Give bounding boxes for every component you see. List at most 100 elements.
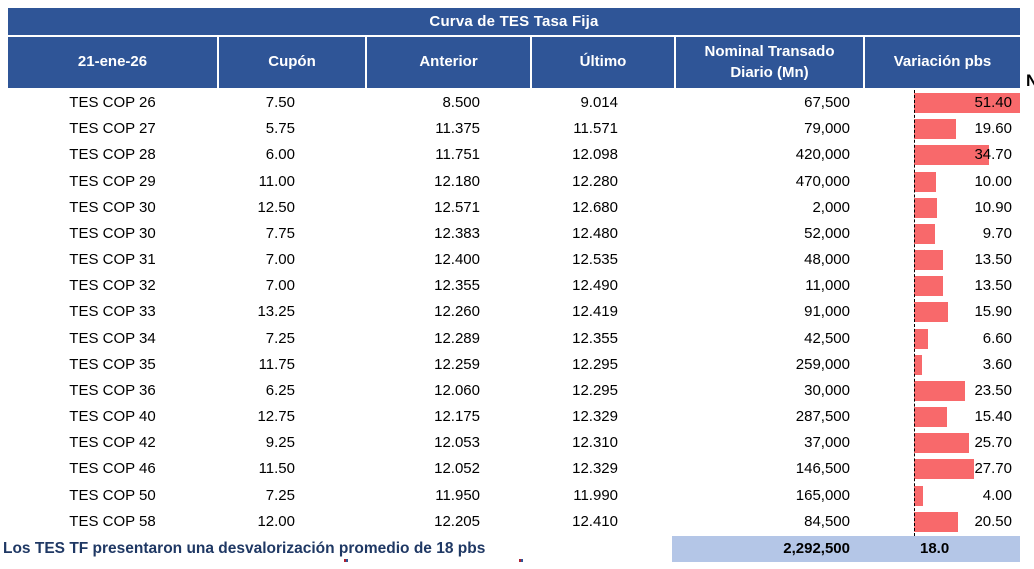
cell-bond-name[interactable]: TES COP 32 xyxy=(69,277,156,295)
cell-bond-name[interactable]: TES COP 26 xyxy=(69,94,156,111)
cell-variacion[interactable]: 9.70 xyxy=(863,221,1020,247)
cell-bond-name[interactable]: TES COP 28 xyxy=(69,146,156,164)
column-header-ultimo[interactable]: Último xyxy=(532,37,674,88)
totals-row[interactable]: 2,292,500 18.0 xyxy=(672,536,1020,562)
cell-anterior[interactable]: 11.950 xyxy=(435,486,480,504)
cell-nominal[interactable]: 91,000 xyxy=(804,303,850,321)
cell-anterior[interactable]: 12.571 xyxy=(434,198,480,216)
cell-anterior[interactable]: 8.500 xyxy=(442,94,480,111)
cell-cupon[interactable]: 7.00 xyxy=(265,277,295,295)
cell-cupon[interactable]: 12.75 xyxy=(257,408,295,426)
cell-anterior[interactable]: 12.060 xyxy=(434,381,480,399)
cell-nominal[interactable]: 165,000 xyxy=(795,486,850,504)
cell-bond-name[interactable]: TES COP 50 xyxy=(69,486,156,504)
cell-anterior[interactable]: 12.180 xyxy=(434,172,480,190)
cell-nominal[interactable]: 146,500 xyxy=(795,460,850,478)
cell-nominal[interactable]: 48,000 xyxy=(804,251,850,269)
cell-variacion[interactable]: 51.40 xyxy=(863,90,1020,116)
cell-nominal[interactable]: 42,500 xyxy=(804,329,850,347)
cell-nominal[interactable]: 420,000 xyxy=(795,146,850,164)
cell-anterior[interactable]: 11.375 xyxy=(435,120,480,138)
cell-bond-name[interactable]: TES COP 33 xyxy=(69,303,156,321)
cell-anterior[interactable]: 12.355 xyxy=(434,277,480,295)
cell-cupon[interactable]: 6.00 xyxy=(265,146,295,164)
cell-cupon[interactable]: 11.50 xyxy=(258,460,295,478)
cell-ultimo[interactable]: 12.355 xyxy=(572,329,618,347)
cell-ultimo[interactable]: 12.280 xyxy=(572,172,618,190)
cell-nominal[interactable]: 470,000 xyxy=(795,172,850,190)
cell-variacion[interactable]: 25.70 xyxy=(863,430,1020,456)
cell-variacion[interactable]: 10.00 xyxy=(863,169,1020,195)
cell-ultimo[interactable]: 12.295 xyxy=(572,355,618,373)
cell-anterior[interactable]: 12.175 xyxy=(434,408,480,426)
cell-ultimo[interactable]: 12.329 xyxy=(572,460,618,478)
cell-nominal[interactable]: 52,000 xyxy=(804,224,850,242)
cell-ultimo[interactable]: 9.014 xyxy=(580,94,618,111)
cell-ultimo[interactable]: 12.535 xyxy=(572,251,618,269)
cell-nominal[interactable]: 259,000 xyxy=(795,355,850,373)
cell-nominal[interactable]: 30,000 xyxy=(804,381,850,399)
cell-anterior[interactable]: 11.751 xyxy=(435,146,480,164)
cell-anterior[interactable]: 12.259 xyxy=(434,355,480,373)
cell-bond-name[interactable]: TES COP 58 xyxy=(69,512,156,530)
cell-bond-name[interactable]: TES COP 29 xyxy=(69,172,156,190)
cell-bond-name[interactable]: TES COP 42 xyxy=(69,434,156,452)
cell-cupon[interactable]: 7.25 xyxy=(265,486,295,504)
cell-variacion[interactable]: 13.50 xyxy=(863,247,1020,273)
cell-ultimo[interactable]: 12.295 xyxy=(572,381,618,399)
cell-nominal[interactable]: 79,000 xyxy=(804,120,850,138)
cell-variacion[interactable]: 15.90 xyxy=(863,299,1020,325)
cell-cupon[interactable]: 13.25 xyxy=(257,303,295,321)
cell-cupon[interactable]: 9.25 xyxy=(265,434,295,452)
cell-nominal[interactable]: 2,000 xyxy=(812,198,850,216)
cell-ultimo[interactable]: 12.098 xyxy=(572,146,618,164)
cell-anterior[interactable]: 12.383 xyxy=(434,224,480,242)
cell-nominal[interactable]: 287,500 xyxy=(795,408,850,426)
cell-cupon[interactable]: 7.75 xyxy=(265,224,295,242)
cell-variacion[interactable]: 19.60 xyxy=(863,116,1020,142)
cell-variacion[interactable]: 3.60 xyxy=(863,352,1020,378)
cell-bond-name[interactable]: TES COP 31 xyxy=(69,251,156,269)
cell-cupon[interactable]: 11.75 xyxy=(258,355,295,373)
cell-variacion[interactable]: 20.50 xyxy=(863,509,1020,535)
cell-variacion[interactable]: 6.60 xyxy=(863,326,1020,352)
cell-cupon[interactable]: 11.00 xyxy=(258,172,295,190)
cell-bond-name[interactable]: TES COP 35 xyxy=(69,355,156,373)
cell-bond-name[interactable]: TES COP 34 xyxy=(69,329,156,347)
cell-anterior[interactable]: 12.053 xyxy=(434,434,480,452)
cell-variacion[interactable]: 13.50 xyxy=(863,273,1020,299)
cell-bond-name[interactable]: TES COP 30 xyxy=(69,224,156,242)
cell-ultimo[interactable]: 12.410 xyxy=(572,512,618,530)
cell-anterior[interactable]: 12.289 xyxy=(434,329,480,347)
column-header-cupon[interactable]: Cupón xyxy=(219,37,365,88)
cell-ultimo[interactable]: 12.490 xyxy=(572,277,618,295)
cell-ultimo[interactable]: 12.680 xyxy=(572,198,618,216)
cell-bond-name[interactable]: TES COP 40 xyxy=(69,408,156,426)
column-header-nominal[interactable]: Nominal Transado Diario (Mn) xyxy=(676,37,863,88)
column-header-anterior[interactable]: Anterior xyxy=(367,37,530,88)
cell-variacion[interactable]: 10.90 xyxy=(863,195,1020,221)
cell-cupon[interactable]: 7.25 xyxy=(265,329,295,347)
cell-variacion[interactable]: 27.70 xyxy=(863,456,1020,482)
cell-anterior[interactable]: 12.400 xyxy=(434,251,480,269)
cell-cupon[interactable]: 5.75 xyxy=(265,120,295,138)
cell-bond-name[interactable]: TES COP 27 xyxy=(69,120,156,138)
cell-variacion[interactable]: 23.50 xyxy=(863,378,1020,404)
cell-cupon[interactable]: 12.00 xyxy=(257,512,295,530)
cell-nominal[interactable]: 84,500 xyxy=(804,512,850,530)
cell-cupon[interactable]: 7.00 xyxy=(265,251,295,269)
cell-anterior[interactable]: 12.260 xyxy=(434,303,480,321)
cell-variacion[interactable]: 34.70 xyxy=(863,142,1020,168)
cell-ultimo[interactable]: 12.329 xyxy=(572,408,618,426)
cell-nominal[interactable]: 11,000 xyxy=(805,277,850,295)
cell-bond-name[interactable]: TES COP 36 xyxy=(69,381,156,399)
cell-variacion[interactable]: 4.00 xyxy=(863,483,1020,509)
cell-nominal[interactable]: 37,000 xyxy=(804,434,850,452)
cell-bond-name[interactable]: TES COP 46 xyxy=(69,460,156,478)
column-header-variacion[interactable]: Variación pbs xyxy=(865,37,1020,88)
cell-cupon[interactable]: 7.50 xyxy=(265,94,295,111)
cell-bond-name[interactable]: TES COP 30 xyxy=(69,198,156,216)
cell-ultimo[interactable]: 11.990 xyxy=(573,486,618,504)
cell-ultimo[interactable]: 12.310 xyxy=(572,434,618,452)
cell-variacion[interactable]: 15.40 xyxy=(863,404,1020,430)
